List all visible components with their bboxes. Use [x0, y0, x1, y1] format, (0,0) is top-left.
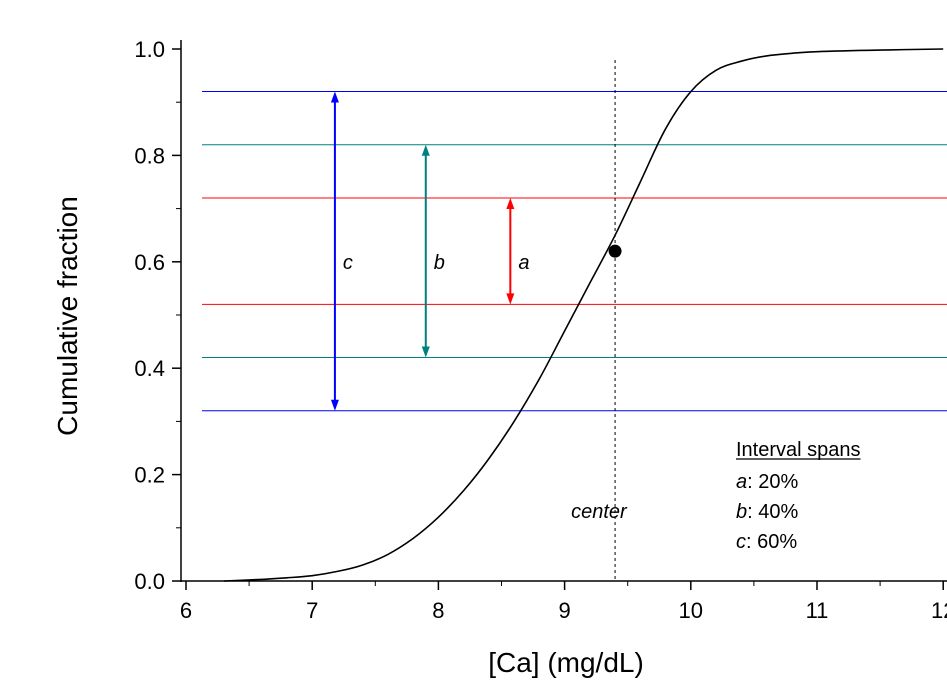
y-tick-label: 1.0 — [134, 37, 165, 62]
interval-arrows: a b c — [330, 91, 529, 411]
legend-entry: a: 20% — [736, 471, 798, 493]
interval-arrow-head-down — [506, 293, 515, 305]
legend-title: Interval spans — [736, 439, 861, 461]
x-tick-label: 7 — [306, 598, 318, 623]
interval-arrow-head-up — [421, 144, 430, 156]
x-tick-label: 11 — [806, 598, 829, 623]
legend-entry-key: a — [736, 471, 747, 493]
axis-ticks: 6 7 8 9 10 11 12 0.0 0.2 0.4 0.6 0.8 1.0 — [134, 37, 947, 623]
x-tick-label: 6 — [180, 598, 192, 623]
center-marker-group: center — [571, 60, 628, 581]
x-tick-label: 12 — [931, 598, 947, 623]
y-tick-label: 0.0 — [134, 569, 165, 594]
y-tick-label: 0.6 — [134, 250, 165, 275]
y-tick-label: 0.8 — [134, 143, 165, 168]
center-point — [608, 244, 622, 258]
horizontal-reference-lines — [202, 91, 947, 412]
center-label: center — [571, 501, 628, 523]
x-tick-label: 10 — [679, 598, 703, 623]
interval-arrow-head-down — [330, 399, 339, 411]
legend-entry-value: : 40% — [747, 501, 798, 523]
interval-arrow-head-down — [421, 346, 430, 358]
y-tick-label: 0.4 — [134, 356, 165, 381]
legend-entry: b: 40% — [736, 501, 798, 523]
legend-entry-key: b — [736, 501, 747, 523]
legend-entry-key: c — [736, 531, 746, 553]
interval-label: a — [518, 252, 529, 274]
legend-entry-value: : 60% — [746, 531, 797, 553]
x-tick-label: 9 — [558, 598, 570, 623]
interval-arrow-head-up — [330, 91, 339, 103]
legend-entry-value: : 20% — [747, 471, 798, 493]
y-axis-title: Cumulative fraction — [52, 196, 83, 436]
legend-entry: c: 60% — [736, 531, 797, 553]
interval-arrow-head-up — [506, 197, 515, 209]
x-tick-label: 8 — [432, 598, 444, 623]
y-tick-label: 0.2 — [134, 463, 165, 488]
x-axis-title: [Ca] (mg/dL) — [488, 647, 644, 678]
cumulative-curve-group — [223, 48, 944, 582]
interval-label: c — [343, 252, 353, 274]
interval-label: b — [434, 252, 445, 274]
cumulative-curve-line — [223, 48, 944, 582]
